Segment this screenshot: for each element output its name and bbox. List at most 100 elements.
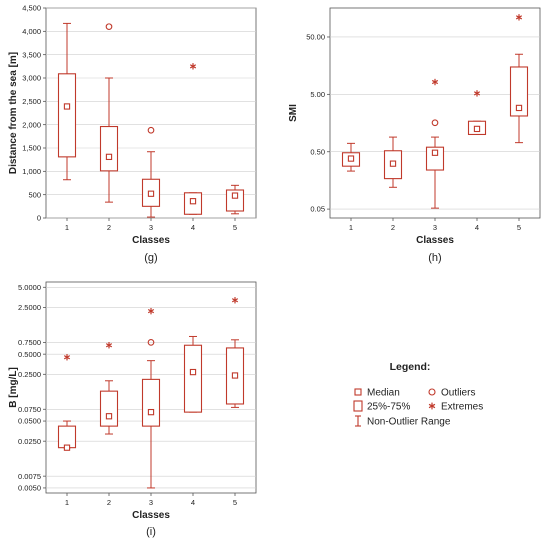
iqr-box: [141, 378, 161, 427]
y-tick-label: 0.0500: [18, 417, 41, 426]
median-marker: [147, 190, 155, 197]
y-tick-label: 50.00: [306, 33, 325, 42]
y-tick-label: 4,000: [22, 27, 41, 36]
median-marker: [431, 149, 439, 156]
x-axis-title: Classes: [132, 510, 170, 521]
panel-label: (g): [144, 252, 157, 264]
outlier-point: [105, 23, 113, 31]
y-tick-label: 0.2500: [18, 370, 41, 379]
iqr-box: [57, 73, 77, 158]
y-tick-label: 1,000: [22, 167, 41, 176]
box-class-2: [99, 342, 119, 435]
x-tick-label: 1: [65, 498, 69, 507]
median-marker: [147, 408, 155, 416]
median-marker: [189, 198, 197, 205]
median-marker: [63, 103, 71, 110]
panel-label: (h): [428, 252, 441, 264]
y-tick-label: 0.5000: [18, 350, 41, 359]
outlier-swatch: [428, 388, 436, 396]
outlier-point: [147, 339, 155, 346]
x-tick-label: 4: [191, 498, 195, 507]
legend-label: Non-Outlier Range: [367, 417, 451, 428]
legend-item-extreme: Extremes: [428, 402, 483, 413]
panel-label: (i): [146, 526, 156, 538]
extreme-point: [473, 90, 481, 97]
extreme-point: [515, 14, 523, 21]
y-tick-label: 0.0050: [18, 484, 41, 493]
box-class-3: [425, 78, 445, 209]
legend-label: Outliers: [441, 388, 475, 399]
x-tick-label: 2: [107, 223, 111, 232]
median-marker: [515, 104, 523, 112]
extreme-point: [63, 354, 71, 361]
legend: Legend: Median Outliers 25%-75% Extremes Non…: [353, 361, 483, 428]
y-tick-label: 500: [28, 190, 41, 199]
y-tick-label: 0.0250: [18, 437, 41, 446]
median-swatch: [354, 388, 362, 396]
y-tick-label: 2.5000: [18, 303, 41, 312]
x-tick-label: 4: [191, 223, 195, 232]
legend-label: Extremes: [441, 402, 483, 413]
iqr-box: [99, 390, 119, 427]
median-marker: [105, 153, 113, 161]
legend-label: 25%-75%: [367, 402, 410, 413]
box-class-1: [57, 22, 77, 181]
y-axis-title: SMI: [288, 104, 299, 122]
extreme-swatch: [428, 402, 436, 410]
y-tick-label: 1,500: [22, 144, 41, 153]
x-tick-label: 3: [149, 498, 153, 507]
legend-item-range: Non-Outlier Range: [355, 415, 451, 428]
iqr-box: [99, 125, 119, 172]
median-marker: [347, 155, 355, 162]
y-tick-label: 3,000: [22, 74, 41, 83]
median-marker: [105, 413, 113, 420]
median-marker: [231, 192, 239, 199]
median-marker: [231, 372, 239, 379]
x-tick-label: 5: [233, 223, 237, 232]
iqr-box: [509, 66, 529, 117]
x-tick-label: 5: [233, 498, 237, 507]
y-tick-label: 5.00: [310, 90, 325, 99]
iqr-box: [225, 189, 245, 212]
y-tick-label: 3,500: [22, 50, 41, 59]
box-class-4: [183, 63, 203, 215]
median-marker: [189, 368, 197, 376]
y-tick-label: 0.50: [310, 147, 325, 156]
x-tick-label: 2: [391, 223, 395, 232]
iqr-box: [425, 146, 445, 171]
x-axis-title: Classes: [416, 235, 454, 246]
y-tick-label: 0.05: [310, 205, 325, 214]
y-tick-label: 4,500: [22, 4, 41, 13]
legend-item-median: Median: [354, 388, 400, 399]
legend-item-box: 25%-75%: [353, 400, 410, 413]
y-tick-label: 2,500: [22, 97, 41, 106]
box-class-2: [99, 23, 119, 203]
legend-label: Median: [367, 388, 400, 399]
y-axis-title: B [mg/L]: [8, 367, 19, 408]
box-class-4: [183, 335, 203, 413]
box-class-1: [57, 354, 77, 451]
median-marker: [473, 125, 481, 133]
y-tick-label: 0.0075: [18, 472, 41, 481]
median-marker: [63, 444, 71, 451]
box-class-1: [341, 142, 361, 172]
extreme-point: [189, 63, 197, 70]
box-class-5: [225, 297, 245, 408]
x-tick-label: 1: [65, 223, 69, 232]
x-axis-title: Classes: [132, 235, 170, 246]
x-tick-label: 3: [433, 223, 437, 232]
legend-title: Legend:: [390, 361, 431, 373]
y-tick-label: 5.0000: [18, 283, 41, 292]
panel-g: 0 500 1,000 1,500 2,000 2,500 3,000 3,500 4,000 4…: [8, 4, 257, 264]
x-tick-label: 4: [475, 223, 479, 232]
x-tick-label: 2: [107, 498, 111, 507]
y-tick-label: 0: [37, 214, 41, 223]
y-tick-label: 0.0750: [18, 405, 41, 414]
box-class-3: [141, 307, 161, 489]
outlier-point: [431, 119, 439, 127]
x-tick-label: 3: [149, 223, 153, 232]
extreme-point: [147, 307, 155, 315]
extreme-point: [431, 78, 439, 86]
box-class-3: [141, 126, 161, 218]
